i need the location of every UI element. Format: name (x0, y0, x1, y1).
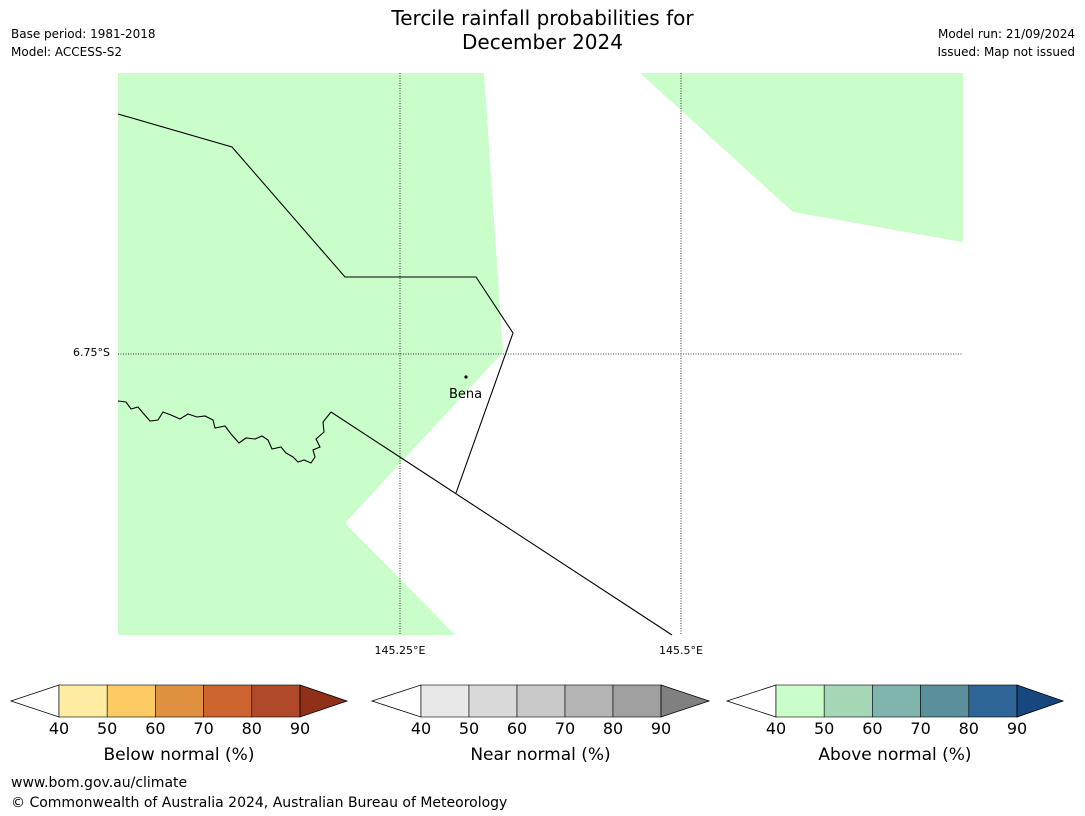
gridlines (118, 73, 963, 635)
colorbar-near (370, 684, 711, 718)
coastline-river (117, 400, 332, 464)
place-marker (464, 375, 468, 379)
below-tick-50: 50 (97, 719, 118, 738)
above-tick-90: 90 (1006, 719, 1028, 738)
province-boundary-south (330, 411, 673, 636)
above-segment-60 (872, 684, 921, 718)
province-boundary-north (117, 113, 514, 494)
below-extend-high (299, 684, 349, 718)
place-label-bena: Bena (449, 387, 483, 402)
above-extend-low (725, 684, 777, 718)
issued-status: Issued: Map not issued (937, 45, 1075, 59)
near-segment-50 (468, 684, 518, 718)
below-extend-low (9, 684, 60, 718)
near-segment-40 (420, 684, 470, 718)
lon-label-2: 145.5°E (659, 644, 703, 657)
below-segment-40 (58, 684, 108, 718)
colorbars-svg (9, 684, 1065, 718)
below-tick-70: 70 (193, 719, 214, 738)
base-period: Base period: 1981-2018 (11, 27, 156, 41)
model-run: Model run: 21/09/2024 (937, 27, 1075, 41)
boundaries (117, 113, 673, 636)
colorbar-above (725, 684, 1065, 718)
map-title: Tercile rainfall probabilities for Decem… (0, 6, 1085, 54)
below-tick-60: 60 (145, 719, 166, 738)
near-segment-60 (516, 684, 566, 718)
near-tick-70: 70 (554, 719, 576, 738)
footer-url[interactable]: www.bom.gov.au/climate (11, 775, 188, 791)
meta-left: Base period: 1981-2018 Model: ACCESS-S2 (11, 25, 156, 61)
above-tick-40: 40 (765, 719, 787, 738)
below-segment-70 (203, 684, 253, 718)
above-segment-40 (775, 684, 825, 718)
model-name: Model: ACCESS-S2 (11, 45, 123, 59)
map-title-line2: December 2024 (462, 30, 623, 54)
colorbar-above-label: Above normal (%) (818, 745, 972, 765)
below-segment-50 (106, 684, 156, 718)
above-tick-80: 80 (958, 719, 979, 738)
lon-label-1: 145.25°E (374, 644, 426, 657)
shade-region-northeast (640, 73, 963, 242)
above-extend-high (1016, 684, 1065, 718)
near-tick-40: 40 (410, 719, 432, 738)
below-tick-40: 40 (48, 719, 70, 738)
below-segment-80 (251, 684, 301, 718)
lat-label: 6.75°S (73, 346, 110, 359)
below-segment-60 (155, 684, 204, 718)
above-tick-60: 60 (862, 719, 883, 738)
below-tick-80: 80 (241, 719, 262, 738)
above-segment-50 (823, 684, 873, 718)
near-extend-high (660, 684, 711, 718)
colorbar-below-label: Below normal (%) (103, 745, 255, 765)
above-tick-70: 70 (910, 719, 931, 738)
near-segment-70 (564, 684, 614, 718)
near-tick-80: 80 (602, 719, 624, 738)
below-tick-90: 90 (289, 719, 311, 738)
above-tick-50: 50 (814, 719, 835, 738)
near-tick-60: 60 (506, 719, 528, 738)
colorbar-near-label: Near normal (%) (470, 745, 611, 765)
near-tick-50: 50 (458, 719, 480, 738)
near-tick-90: 90 (650, 719, 672, 738)
meta-right: Model run: 21/09/2024 Issued: Map not is… (937, 25, 1075, 61)
above-segment-80 (968, 684, 1018, 718)
map-title-line1: Tercile rainfall probabilities for (391, 6, 694, 30)
colorbar-below (9, 684, 349, 718)
near-extend-low (370, 684, 422, 718)
bena-dot (464, 375, 468, 379)
footer-copyright: © Commonwealth of Australia 2024, Austra… (11, 795, 508, 811)
near-segment-80 (612, 684, 662, 718)
above-segment-70 (920, 684, 970, 718)
